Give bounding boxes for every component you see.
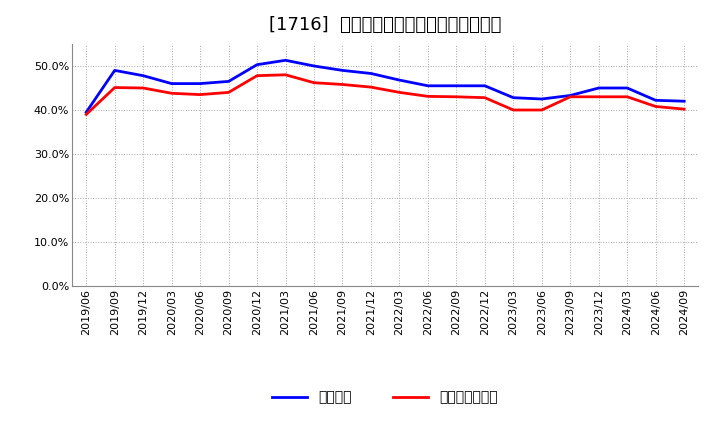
固定比率 <box>566 93 575 98</box>
Legend: 固定比率, 固定長期適合率: 固定比率, 固定長期適合率 <box>267 385 503 410</box>
固定長期適合率 <box>452 94 461 99</box>
固定比率 <box>139 73 148 78</box>
固定比率 <box>82 110 91 115</box>
固定比率 <box>537 96 546 102</box>
固定比率 <box>196 81 204 86</box>
固定長期適合率 <box>82 112 91 117</box>
固定比率 <box>452 83 461 88</box>
固定長期適合率 <box>167 91 176 96</box>
固定比率 <box>652 98 660 103</box>
固定長期適合率 <box>225 90 233 95</box>
固定比率 <box>167 81 176 86</box>
Title: [1716]  固定比率、固定長期適合率の推移: [1716] 固定比率、固定長期適合率の推移 <box>269 16 501 34</box>
固定長期適合率 <box>196 92 204 97</box>
固定比率 <box>423 83 432 88</box>
固定長期適合率 <box>595 94 603 99</box>
固定比率 <box>338 68 347 73</box>
固定長期適合率 <box>366 84 375 90</box>
固定比率 <box>366 71 375 76</box>
固定長期適合率 <box>652 104 660 109</box>
固定比率 <box>680 99 688 104</box>
固定比率 <box>253 62 261 67</box>
Line: 固定長期適合率: 固定長期適合率 <box>86 75 684 114</box>
固定長期適合率 <box>338 82 347 87</box>
固定長期適合率 <box>623 94 631 99</box>
固定比率 <box>225 79 233 84</box>
固定比率 <box>282 58 290 63</box>
固定長期適合率 <box>395 90 404 95</box>
固定長期適合率 <box>480 95 489 100</box>
固定長期適合率 <box>310 80 318 85</box>
Line: 固定比率: 固定比率 <box>86 60 684 112</box>
固定比率 <box>509 95 518 100</box>
固定比率 <box>480 83 489 88</box>
固定比率 <box>595 85 603 91</box>
固定長期適合率 <box>253 73 261 78</box>
固定長期適合率 <box>282 72 290 77</box>
固定長期適合率 <box>537 107 546 113</box>
固定長期適合率 <box>110 85 119 90</box>
固定比率 <box>395 77 404 83</box>
固定長期適合率 <box>509 107 518 113</box>
固定比率 <box>623 85 631 91</box>
固定長期適合率 <box>680 106 688 112</box>
固定長期適合率 <box>566 94 575 99</box>
固定長期適合率 <box>423 94 432 99</box>
固定長期適合率 <box>139 85 148 91</box>
固定比率 <box>110 68 119 73</box>
固定比率 <box>310 63 318 69</box>
